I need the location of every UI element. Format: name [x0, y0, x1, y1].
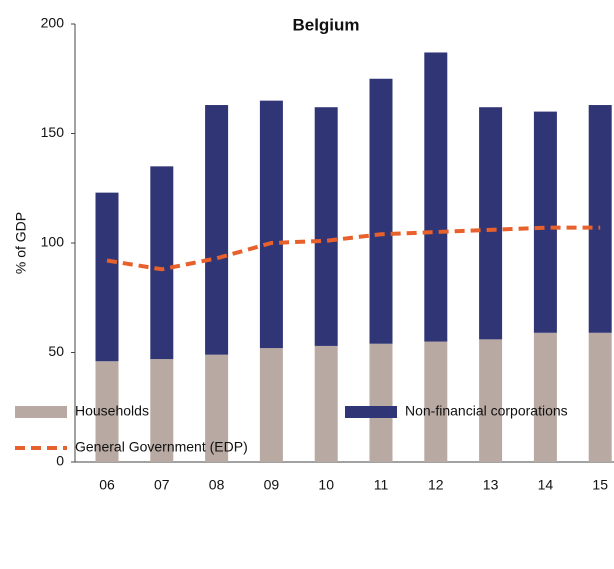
bar-segment [314, 345, 338, 462]
bar-segment [259, 100, 283, 349]
bar-segment [533, 111, 557, 333]
y-axis-label: % of GDP [13, 212, 29, 274]
bar-segment [369, 343, 393, 462]
y-tick-label: 150 [41, 124, 65, 140]
bar-segment [479, 107, 503, 340]
bar-segment [424, 341, 448, 462]
x-tick-label: 13 [483, 477, 499, 493]
legend-swatch [15, 406, 67, 418]
legend-label: Households [75, 403, 149, 419]
x-tick-label: 07 [154, 477, 170, 493]
bar-segment [314, 107, 338, 346]
bar-segment [533, 332, 557, 462]
legend-label: Non-financial corporations [405, 403, 568, 419]
bar-segment [369, 78, 393, 344]
bar-segment [424, 52, 448, 342]
legend-label: General Government (EDP) [75, 439, 248, 455]
x-tick-label: 15 [592, 477, 608, 493]
x-tick-label: 12 [428, 477, 444, 493]
x-tick-label: 06 [99, 477, 115, 493]
bar-segment [150, 359, 174, 462]
bar-segment [259, 348, 283, 462]
bar-segment [588, 105, 612, 333]
x-tick-label: 11 [374, 477, 389, 493]
y-tick-label: 0 [56, 453, 64, 469]
x-tick-label: 10 [318, 477, 334, 493]
chart-title: Belgium [292, 15, 359, 34]
line-series [106, 225, 601, 272]
bar-segment [150, 166, 174, 360]
bar-segment [205, 354, 229, 462]
legend-swatch [345, 406, 397, 418]
bar-segment [205, 105, 229, 355]
bar-segment [95, 192, 119, 362]
x-tick-label: 08 [209, 477, 225, 493]
bar-segment [95, 361, 119, 462]
x-tick-label: 09 [264, 477, 280, 493]
bar-segment [479, 339, 503, 462]
bar-segment [588, 332, 612, 462]
x-tick-label: 14 [538, 477, 554, 493]
y-tick-label: 100 [41, 234, 65, 250]
y-tick-label: 200 [41, 15, 65, 31]
y-tick-label: 50 [48, 343, 64, 359]
